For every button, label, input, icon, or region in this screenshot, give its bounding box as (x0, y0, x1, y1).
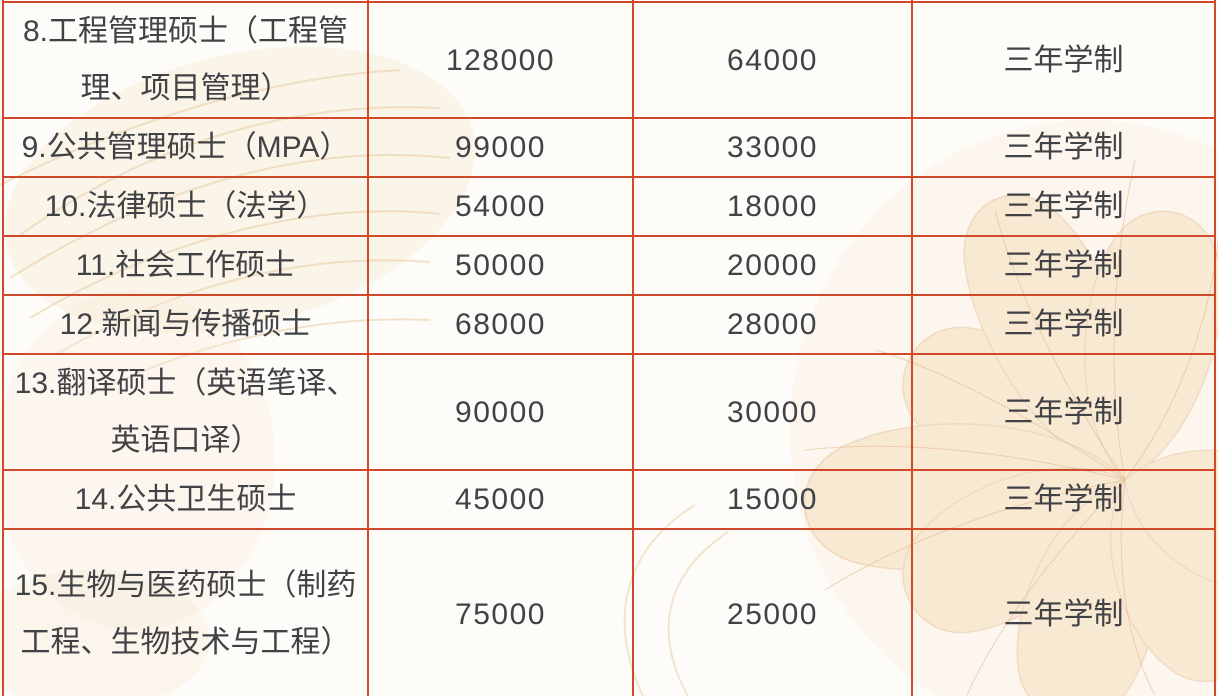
duration-cell: 三年学制 (911, 469, 1216, 530)
fee-per-year-cell: 15000 (632, 469, 913, 530)
fee-per-year-cell: 25000 (632, 528, 913, 696)
fee-per-year-cell: 20000 (632, 235, 913, 296)
duration-cell: 三年学制 (911, 117, 1216, 178)
table-row: 14.公共卫生硕士 45000 15000 三年学制 (2, 469, 1216, 530)
fee-total-cell: 68000 (367, 294, 634, 355)
table-row: 9.公共管理硕士（MPA） 99000 33000 三年学制 (2, 117, 1216, 178)
table-row: 13.翻译硕士（英语笔译、英语口译） 90000 30000 三年学制 (2, 353, 1216, 471)
table-row: 11.社会工作硕士 50000 20000 三年学制 (2, 235, 1216, 296)
program-cell: 14.公共卫生硕士 (2, 469, 369, 530)
fee-per-year-cell: 30000 (632, 353, 913, 471)
program-cell: 9.公共管理硕士（MPA） (2, 117, 369, 178)
fee-per-year-cell: 28000 (632, 294, 913, 355)
duration-cell: 三年学制 (911, 294, 1216, 355)
fee-total-cell: 128000 (367, 1, 634, 119)
duration-cell: 三年学制 (911, 353, 1216, 471)
duration-cell: 三年学制 (911, 235, 1216, 296)
fee-total-cell: 45000 (367, 469, 634, 530)
fee-total-cell: 75000 (367, 528, 634, 696)
program-cell: 15.生物与医药硕士（制药工程、生物技术与工程） (2, 528, 369, 696)
fee-per-year-cell: 33000 (632, 117, 913, 178)
table-row: 8.工程管理硕士（工程管理、项目管理） 128000 64000 三年学制 (2, 1, 1216, 119)
table-row: 12.新闻与传播硕士 68000 28000 三年学制 (2, 294, 1216, 355)
fee-total-cell: 99000 (367, 117, 634, 178)
fee-per-year-cell: 64000 (632, 1, 913, 119)
duration-cell: 三年学制 (911, 1, 1216, 119)
fee-total-cell: 50000 (367, 235, 634, 296)
table-row: 10.法律硕士（法学） 54000 18000 三年学制 (2, 176, 1216, 237)
program-cell: 13.翻译硕士（英语笔译、英语口译） (2, 353, 369, 471)
program-cell: 11.社会工作硕士 (2, 235, 369, 296)
duration-cell: 三年学制 (911, 528, 1216, 696)
program-cell: 8.工程管理硕士（工程管理、项目管理） (2, 1, 369, 119)
fee-total-cell: 54000 (367, 176, 634, 237)
duration-cell: 三年学制 (911, 176, 1216, 237)
fee-per-year-cell: 18000 (632, 176, 913, 237)
program-cell: 10.法律硕士（法学） (2, 176, 369, 237)
table-row: 15.生物与医药硕士（制药工程、生物技术与工程） 75000 25000 三年学… (2, 528, 1216, 696)
program-cell: 12.新闻与传播硕士 (2, 294, 369, 355)
fee-total-cell: 90000 (367, 353, 634, 471)
